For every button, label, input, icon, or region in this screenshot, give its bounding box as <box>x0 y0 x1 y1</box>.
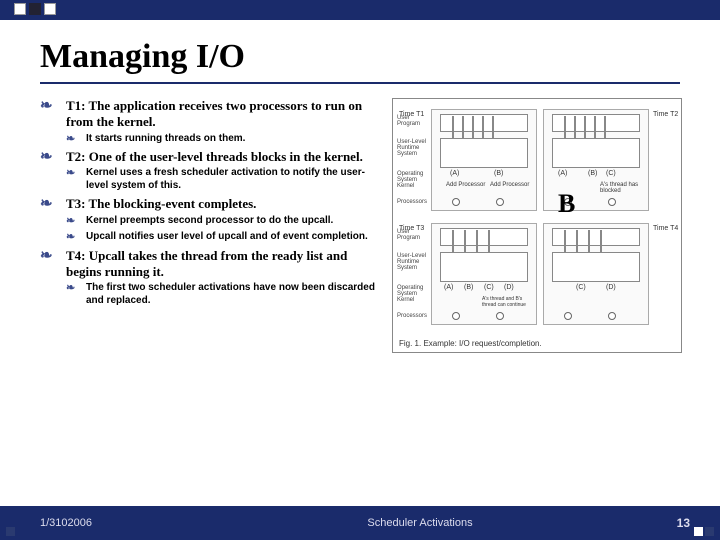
bullet-text: T4: Upcall takes the thread from the rea… <box>66 248 380 281</box>
row-label-8: Processors <box>397 313 429 319</box>
bullet-text: T2: One of the user-level threads blocks… <box>66 149 363 165</box>
panel-t4: (C) (D) <box>543 223 649 325</box>
leaf-icon: ❧ <box>40 149 56 165</box>
row-label-5: User Program <box>397 229 429 241</box>
io-figure: Time T1 Time T2 Time T3 Time T4 (A) (B) … <box>392 98 682 353</box>
header-squares <box>14 3 56 15</box>
time-label-t2: Time T2 <box>653 111 678 118</box>
bullet-t1: ❧ T1: The application receives two proce… <box>40 98 380 131</box>
row-label-7: Operating System Kernel <box>397 285 429 303</box>
bullet-text: It starts running threads on them. <box>86 133 245 146</box>
panel-t1: (A) (B) Add Processor Add Processor <box>431 109 537 211</box>
bullet-text: Kernel uses a fresh scheduler activation… <box>86 167 380 192</box>
leaf-icon: ❧ <box>66 282 78 307</box>
leaf-icon: ❧ <box>66 231 78 244</box>
leaf-icon: ❧ <box>40 196 56 212</box>
leaf-icon: ❧ <box>66 215 78 228</box>
footer-squares-left <box>6 527 15 536</box>
overlay-letter-b: B <box>558 189 575 219</box>
footer-bar: 1/3102006 Scheduler Activations 13 <box>0 506 720 540</box>
title-rule <box>40 82 680 84</box>
bullet-text: Kernel preempts second processor to do t… <box>86 215 333 228</box>
bullet-text: T3: The blocking-event completes. <box>66 196 256 212</box>
footer-squares-right <box>694 527 714 536</box>
leaf-icon: ❧ <box>66 167 78 192</box>
bullet-t3-sub2: ❧ Upcall notifies user level of upcall a… <box>66 231 380 244</box>
leaf-icon: ❧ <box>40 98 56 131</box>
row-label-3: Operating System Kernel <box>397 171 429 189</box>
bullet-t3: ❧ T3: The blocking-event completes. <box>40 196 380 212</box>
bullet-column: ❧ T1: The application receives two proce… <box>40 98 380 353</box>
bullet-t4: ❧ T4: Upcall takes the thread from the r… <box>40 248 380 281</box>
bullet-text: T1: The application receives two process… <box>66 98 380 131</box>
footer-title: Scheduler Activations <box>200 517 640 529</box>
bullet-text: Upcall notifies user level of upcall and… <box>86 231 368 244</box>
slide-title: Managing I/O <box>40 38 720 76</box>
bullet-t2: ❧ T2: One of the user-level threads bloc… <box>40 149 380 165</box>
leaf-icon: ❧ <box>66 133 78 146</box>
bullet-t4-sub1: ❧ The first two scheduler activations ha… <box>66 282 380 307</box>
bullet-t1-sub1: ❧ It starts running threads on them. <box>66 133 380 146</box>
row-label-1: User Program <box>397 115 429 127</box>
figure-column: Time T1 Time T2 Time T3 Time T4 (A) (B) … <box>392 98 690 353</box>
row-label-4: Processors <box>397 199 429 205</box>
figure-caption: Fig. 1. Example: I/O request/completion. <box>399 339 542 348</box>
leaf-icon: ❧ <box>40 248 56 281</box>
row-label-2: User-Level Runtime System <box>397 139 429 157</box>
row-label-6: User-Level Runtime System <box>397 253 429 271</box>
footer-date: 1/3102006 <box>0 517 200 529</box>
content-area: ❧ T1: The application receives two proce… <box>0 98 720 353</box>
bullet-t2-sub1: ❧ Kernel uses a fresh scheduler activati… <box>66 167 380 192</box>
bullet-t3-sub1: ❧ Kernel preempts second processor to do… <box>66 215 380 228</box>
time-label-t4: Time T4 <box>653 225 678 232</box>
bullet-text: The first two scheduler activations have… <box>86 282 380 307</box>
header-strip <box>0 0 720 20</box>
panel-t3: (A) (B) (C) (D) A's thread and B's threa… <box>431 223 537 325</box>
